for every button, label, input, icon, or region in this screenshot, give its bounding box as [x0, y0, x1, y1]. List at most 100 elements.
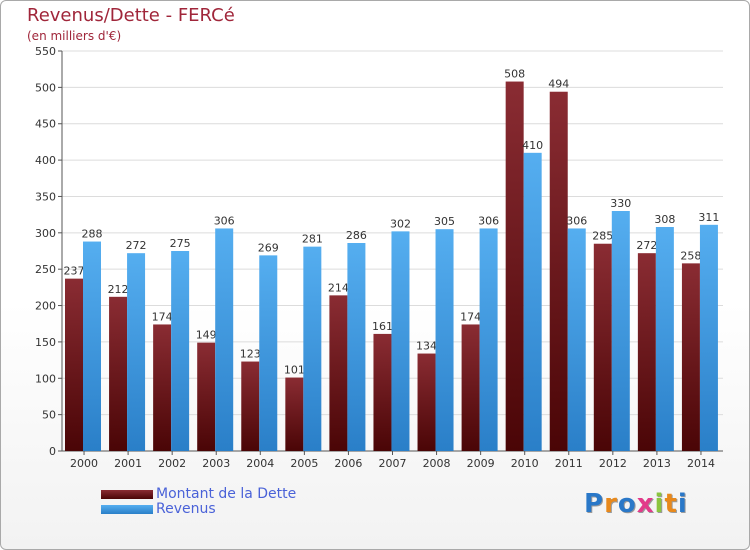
bar-revenus: [83, 241, 101, 451]
data-label-dette: 101: [284, 364, 305, 377]
logo-letter: o: [617, 489, 637, 519]
bar-revenus: [127, 253, 146, 451]
data-label-revenus: 269: [258, 241, 279, 254]
bar-revenus: [303, 246, 322, 451]
y-tick-label: 550: [35, 45, 56, 58]
data-label-dette: 237: [64, 265, 85, 278]
bar-revenus: [215, 228, 234, 451]
data-label-dette: 508: [504, 68, 525, 81]
data-label-revenus: 302: [390, 217, 411, 230]
bar-dette: [373, 333, 392, 451]
bar-dette: [593, 243, 612, 451]
logo-letter: r: [604, 489, 618, 519]
x-tick-label: 2012: [599, 457, 627, 470]
logo-letter: P: [584, 489, 605, 519]
bar-revenus: [611, 211, 630, 451]
x-tick-label: 2009: [467, 457, 495, 470]
logo-letter: i: [654, 489, 665, 519]
x-tick-label: 2013: [643, 457, 671, 470]
data-label-dette: 134: [416, 340, 437, 353]
bar-revenus: [171, 251, 190, 451]
data-label-dette: 149: [196, 329, 217, 342]
data-label-dette: 161: [372, 320, 393, 333]
bar-dette: [241, 361, 260, 451]
logo-letter: x: [636, 489, 655, 519]
bar-dette: [109, 296, 128, 451]
bar-revenus: [479, 228, 498, 451]
y-tick-label: 100: [35, 372, 56, 385]
bar-dette: [461, 324, 480, 451]
legend-label-revenus: Revenus: [156, 501, 216, 517]
bar-revenus: [699, 224, 718, 451]
data-label-revenus: 311: [698, 211, 719, 224]
legend-swatch-dette: [101, 490, 153, 499]
bar-revenus: [391, 231, 410, 451]
data-label-revenus: 306: [566, 214, 587, 227]
data-label-revenus: 275: [170, 237, 191, 250]
data-label-revenus: 288: [82, 228, 103, 241]
data-label-revenus: 330: [610, 197, 631, 210]
x-tick-label: 2004: [246, 457, 274, 470]
data-label-revenus: 272: [126, 239, 147, 252]
bar-dette: [681, 263, 700, 451]
x-tick-label: 2014: [687, 457, 715, 470]
bar-dette: [65, 278, 83, 451]
bar-dette: [285, 377, 304, 451]
x-tick-label: 2005: [290, 457, 318, 470]
data-label-revenus: 286: [346, 229, 367, 242]
y-tick-label: 350: [35, 190, 56, 203]
data-label-dette: 174: [152, 310, 173, 323]
y-tick-label: 0: [49, 445, 56, 458]
chart-title: Revenus/Dette - FERCé: [27, 5, 235, 26]
x-tick-label: 2006: [334, 457, 362, 470]
bar-dette: [549, 91, 568, 452]
x-tick-label: 2011: [555, 457, 583, 470]
y-tick-label: 400: [35, 154, 56, 167]
legend-swatch-revenus: [101, 505, 153, 514]
data-label-dette: 212: [108, 283, 129, 296]
bar-dette: [153, 324, 172, 451]
logo-letter: t: [664, 489, 678, 519]
data-label-revenus: 305: [434, 215, 455, 228]
bar-revenus: [567, 228, 586, 451]
data-label-revenus: 281: [302, 233, 323, 246]
logo-letter: i: [677, 489, 688, 519]
x-tick-label: 2003: [202, 457, 230, 470]
data-label-dette: 174: [460, 310, 481, 323]
legend-label-dette: Montant de la Dette: [156, 486, 297, 502]
data-label-revenus: 410: [522, 139, 543, 152]
chart-subtitle: (en milliers d'€): [27, 29, 122, 43]
y-tick-label: 300: [35, 227, 56, 240]
data-label-revenus: 306: [478, 214, 499, 227]
data-label-dette: 214: [328, 281, 349, 294]
y-tick-label: 450: [35, 118, 56, 131]
bar-revenus: [435, 229, 454, 451]
x-tick-label: 2002: [158, 457, 186, 470]
bar-dette: [197, 342, 216, 451]
data-label-revenus: 306: [214, 214, 235, 227]
data-label-dette: 258: [680, 249, 701, 262]
y-tick-label: 500: [35, 81, 56, 94]
bar-revenus: [655, 227, 674, 451]
x-tick-label: 2010: [511, 457, 539, 470]
bar-revenus: [347, 243, 366, 451]
data-label-dette: 123: [240, 348, 261, 361]
bar-dette: [637, 253, 656, 451]
x-tick-label: 2001: [114, 457, 142, 470]
x-tick-label: 2007: [379, 457, 407, 470]
bar-dette: [329, 295, 348, 451]
data-label-dette: 494: [548, 78, 569, 91]
bar-revenus: [259, 255, 278, 451]
bar-dette: [505, 81, 524, 451]
bar-dette: [417, 353, 436, 451]
y-tick-label: 50: [42, 409, 56, 422]
bar-revenus: [523, 152, 542, 451]
y-tick-label: 200: [35, 300, 56, 313]
proxiti-logo: Proxiti: [584, 489, 688, 519]
data-label-dette: 272: [636, 239, 657, 252]
data-label-dette: 285: [592, 230, 613, 243]
data-label-revenus: 308: [654, 213, 675, 226]
y-tick-label: 250: [35, 263, 56, 276]
